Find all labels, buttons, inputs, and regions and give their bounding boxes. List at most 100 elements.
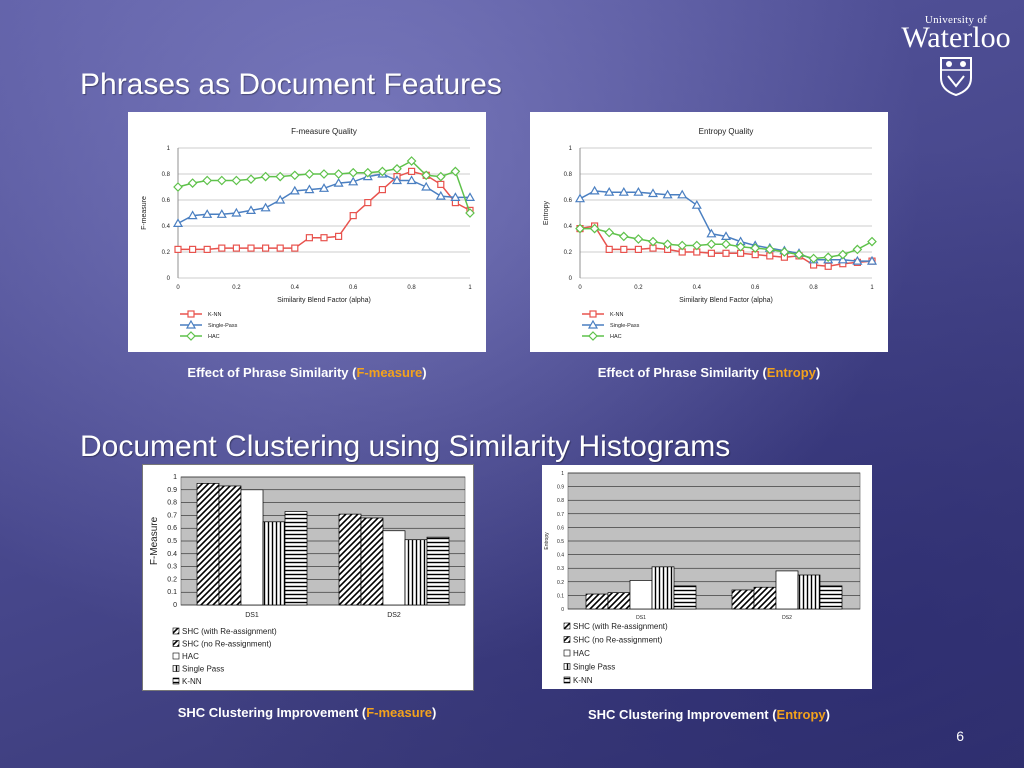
point-marker	[465, 208, 475, 218]
y-tick-label: 0.1	[167, 589, 177, 596]
x-tick-label: 0	[578, 285, 582, 291]
point-marker	[289, 185, 300, 195]
bar	[404, 539, 428, 606]
caption-text: )	[825, 707, 830, 722]
point-marker	[202, 209, 213, 218]
x-tick-label: 0.8	[809, 285, 818, 291]
point-marker	[648, 236, 658, 247]
point-marker	[735, 241, 746, 252]
point-marker	[450, 166, 461, 177]
section-title-phrases: Phrases as Document Features	[80, 68, 502, 101]
point-marker	[247, 244, 255, 252]
y-tick-label: 0.5	[167, 538, 177, 545]
legend-swatch	[172, 640, 180, 647]
y-tick-label: 0	[569, 276, 573, 282]
fmeasure-bar-chart-panel: 0 0.1 0.2 0.3 0.4 0.5 0.6 0.7 0.8 0.9 1 F-Measure DS…	[142, 464, 474, 691]
point-marker	[587, 319, 599, 329]
legend-label: HAC	[208, 334, 220, 340]
y-tick-label: 0.8	[564, 172, 573, 178]
point-marker	[260, 171, 271, 182]
point-marker	[852, 255, 863, 265]
legend-label: Single Pass	[573, 663, 615, 672]
legend-label: Single-Pass	[610, 323, 640, 329]
legend-swatch	[172, 627, 180, 635]
point-marker	[319, 169, 329, 179]
legend-label: Single Pass	[182, 665, 224, 674]
point-marker	[187, 310, 195, 318]
y-tick-label: 0.9	[557, 485, 564, 491]
x-tick-label: 0.4	[291, 285, 300, 291]
legend-label: SHC (with Re-assignment)	[182, 627, 277, 636]
point-marker	[677, 189, 688, 199]
x-tick-label: DS1	[636, 615, 646, 621]
point-marker	[662, 189, 673, 199]
page-number: 6	[956, 728, 964, 744]
point-marker	[633, 186, 644, 196]
point-marker	[333, 177, 344, 187]
y-tick-label: 0.4	[557, 553, 564, 559]
bar	[218, 485, 242, 606]
x-tick-label: 0.6	[751, 285, 760, 291]
bar	[651, 566, 675, 610]
y-tick-label: 1	[173, 474, 177, 481]
point-marker	[173, 182, 183, 192]
point-marker	[794, 249, 804, 260]
point-marker	[377, 166, 388, 177]
caption-entropy-line: Effect of Phrase Similarity (Entropy)	[530, 365, 888, 380]
y-tick-label: 0.2	[564, 250, 573, 256]
point-marker	[378, 185, 386, 194]
point-marker	[318, 183, 330, 192]
point-marker	[231, 175, 242, 186]
point-marker	[348, 167, 359, 178]
bar	[819, 585, 843, 610]
point-marker	[187, 178, 198, 188]
bar	[382, 530, 406, 606]
legend-label: K-NN	[182, 677, 202, 686]
point-marker	[837, 249, 848, 260]
bar	[731, 589, 755, 610]
x-tick-label: DS2	[387, 612, 401, 619]
y-tick-label: 0	[167, 276, 171, 282]
x-tick-label: 0.8	[407, 285, 416, 291]
point-marker	[867, 236, 877, 247]
bar	[426, 536, 450, 606]
caption-fmeasure-line: Effect of Phrase Similarity (F-measure)	[128, 365, 486, 380]
point-marker	[408, 167, 416, 176]
point-marker	[620, 245, 628, 253]
point-marker	[574, 193, 586, 203]
y-tick-label: 0.2	[167, 576, 177, 583]
point-marker	[245, 205, 257, 215]
point-marker	[750, 243, 761, 253]
y-tick-label: 1	[569, 146, 573, 152]
point-marker	[218, 244, 226, 252]
bar	[585, 593, 609, 610]
x-tick-label: 0.4	[693, 285, 702, 291]
entropy-line-chart: Entropy Quality 0 0.2 0.4 0.6 0.8 1 0 0.2 0.4 0.6 0…	[543, 127, 878, 341]
x-tick-label: DS2	[782, 615, 792, 621]
point-marker	[203, 245, 211, 253]
point-marker	[186, 331, 196, 341]
legend-label: Single-Pass	[208, 323, 238, 329]
point-marker	[185, 319, 197, 329]
point-marker	[823, 252, 834, 263]
point-marker	[604, 186, 615, 196]
y-tick-label: 0.6	[167, 525, 177, 532]
caption-text: SHC Clustering Improvement (	[588, 707, 777, 722]
bar	[338, 513, 362, 606]
point-marker	[450, 192, 461, 202]
y-tick-label: 0.6	[564, 198, 573, 204]
logo-text-big: Waterloo	[901, 21, 1011, 54]
point-marker	[188, 245, 197, 253]
bar	[240, 489, 264, 606]
legend-label: SHC (with Re-assignment)	[573, 622, 668, 631]
point-marker	[262, 244, 270, 252]
point-marker	[260, 202, 271, 212]
legend-swatch	[172, 665, 180, 672]
bar	[262, 521, 286, 606]
caption-text: Effect of Phrase Similarity (	[187, 365, 357, 380]
y-tick-label: 0.2	[162, 250, 171, 256]
y-tick-label: 0.4	[167, 551, 177, 558]
point-marker	[392, 163, 402, 174]
bar	[673, 585, 697, 610]
x-tick-label: 1	[468, 285, 472, 291]
